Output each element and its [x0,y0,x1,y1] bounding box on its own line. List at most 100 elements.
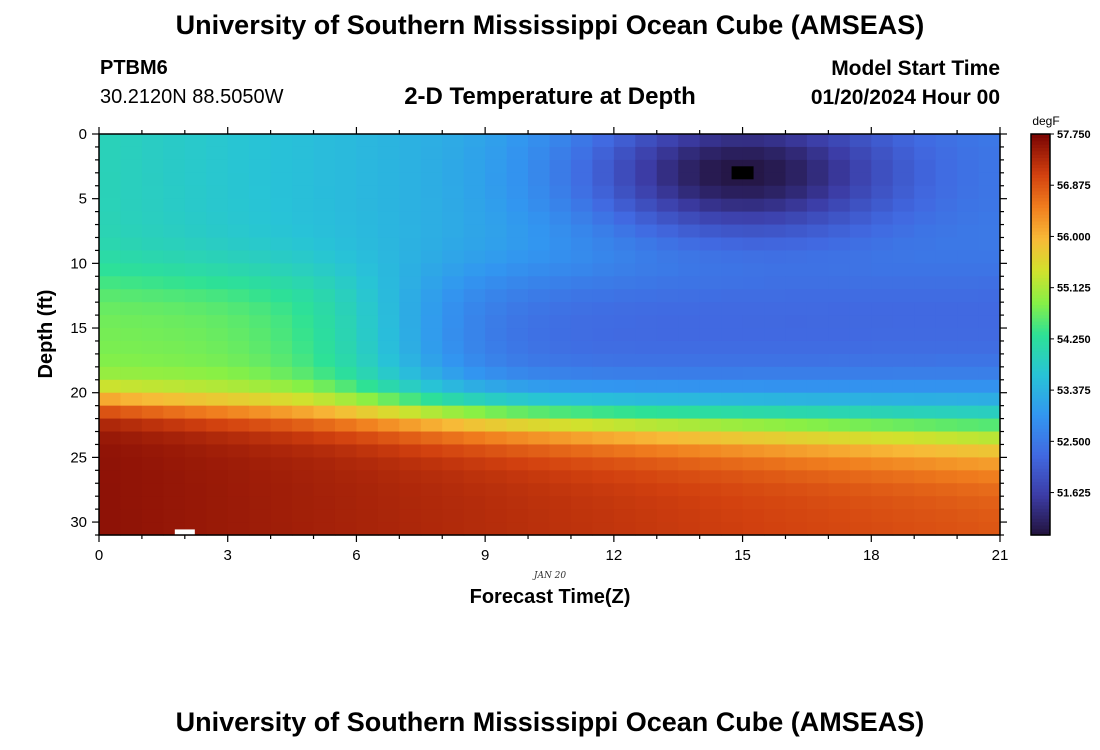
heatmap-cell [528,315,551,329]
heatmap-cell [120,405,143,420]
heatmap-cell [678,263,701,277]
heatmap-cell [227,353,250,368]
heatmap-cell [141,418,164,433]
colorbar-segment [1031,164,1050,169]
heatmap-cell [828,444,851,458]
heatmap-cell [678,276,701,290]
heatmap-cell [935,405,958,420]
heatmap-cell [892,146,915,161]
heatmap-cell [849,392,872,407]
heatmap-cell [184,134,207,148]
heatmap-cell [463,328,486,342]
heatmap-cell [678,405,701,420]
heatmap-cell [742,431,765,446]
heatmap-cell [871,263,894,277]
heatmap-cell [249,509,272,523]
heatmap-cell [442,302,465,316]
heatmap-cell [292,444,315,458]
heatmap-cell [656,250,679,264]
heatmap-cell [785,250,808,264]
heatmap-cell [978,431,1001,446]
heatmap-cell [914,366,937,381]
heatmap-cell [270,353,293,368]
heatmap-cell [313,470,336,484]
heatmap-cell [99,134,122,148]
heatmap-cell [292,340,315,355]
heatmap-cell [420,134,443,148]
colorbar-tick-label: 52.500 [1057,436,1091,448]
heatmap-cell [935,509,958,523]
heatmap-cell [249,431,272,446]
heatmap-cell [828,405,851,420]
heatmap-cell [849,159,872,174]
heatmap-cell [206,172,229,187]
heatmap-cell [141,315,164,329]
heatmap-cell [99,431,122,446]
heatmap-cell [184,172,207,187]
heatmap-cell [420,198,443,213]
heatmap-cell [742,276,765,290]
heatmap-cell [871,496,894,510]
heatmap-cell [270,134,293,148]
heatmap-cell [592,379,615,394]
heatmap-cell [914,134,937,148]
heatmap-cell [592,134,615,148]
heatmap-cell [206,353,229,368]
colorbar-segment [1031,484,1050,489]
heatmap-cell [120,444,143,458]
heatmap-cell [914,198,937,213]
heatmap-cell [764,185,787,200]
heatmap-cell [227,483,250,497]
heatmap-cell [270,224,293,239]
heatmap-cell [613,224,636,239]
heatmap-cell [678,146,701,161]
heatmap-cell [570,353,593,368]
heatmap-cell [227,405,250,420]
heatmap-cell [699,379,722,394]
colorbar-segment [1031,200,1050,205]
heatmap-cell [892,159,915,174]
heatmap-cell [463,483,486,497]
heatmap-cell [957,211,980,226]
heatmap-cell [935,431,958,446]
heatmap-cell [699,146,722,161]
heatmap-cell [957,522,980,536]
heatmap-cell [528,237,551,252]
heatmap-cell [292,483,315,497]
heatmap-cell [120,134,143,148]
heatmap-cell [635,431,658,446]
heatmap-cell [656,198,679,213]
heatmap-cell [849,185,872,200]
heatmap-cell [485,276,508,290]
heatmap-cell [485,315,508,329]
heatmap-cell [99,198,122,213]
heatmap-cell [849,496,872,510]
heatmap-cell [442,211,465,226]
colorbar-segment [1031,257,1050,262]
heatmap-cell [141,509,164,523]
colorbar-segment [1031,187,1050,192]
heatmap-cell [334,431,358,446]
heatmap-cell [249,315,272,329]
heatmap-cell [549,328,572,342]
heatmap-cell [528,340,551,355]
heatmap-cell [806,457,829,471]
heatmap-cell [227,198,250,213]
colorbar-segment [1031,260,1050,265]
heatmap-cell [828,496,851,510]
heatmap-cell [699,276,722,290]
heatmap-cell [978,289,1001,303]
colorbar-segment [1031,401,1050,406]
heatmap-cell [420,392,443,407]
heatmap-cell [141,470,164,484]
heatmap-cell [463,444,486,458]
min-marker [731,166,754,180]
colorbar-segment [1031,494,1050,499]
heatmap-cell [742,340,765,355]
heatmap-cell [227,185,250,200]
heatmap-cell [613,250,636,264]
heatmap-cell [978,328,1001,342]
heatmap-cell [764,159,787,174]
heatmap-cell [892,185,915,200]
heatmap-cell [678,302,701,316]
